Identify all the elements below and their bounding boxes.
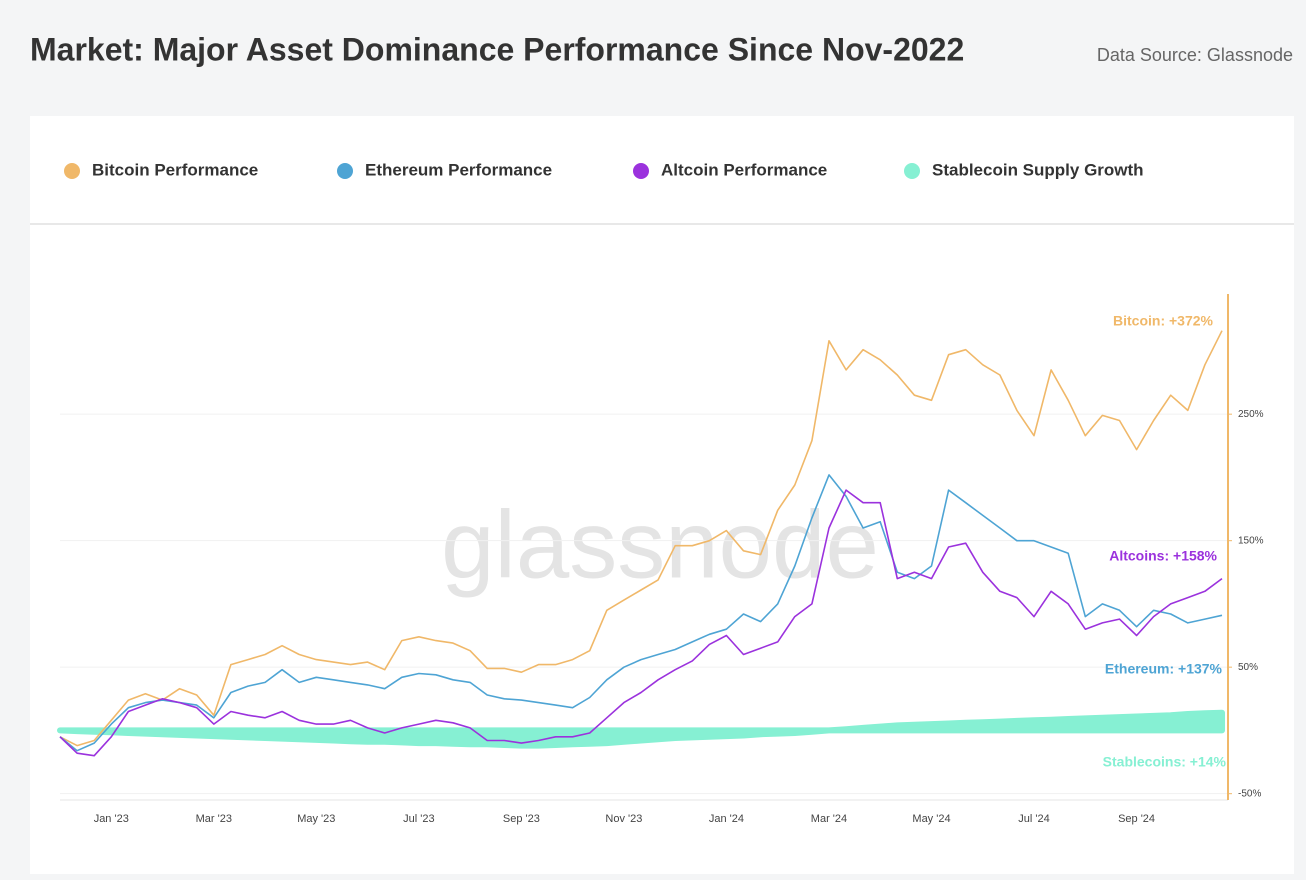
legend-label: Ethereum Performance [365, 160, 552, 179]
legend: Bitcoin Performance Ethereum Performance A… [64, 160, 1144, 179]
x-tick-label: Jan '23 [94, 813, 129, 825]
end-label: Stablecoins: +14% [1103, 754, 1227, 770]
end-label: Bitcoin: +372% [1113, 313, 1214, 329]
y-tick-label: -50% [1238, 788, 1261, 799]
x-tick-label: Jul '24 [1018, 813, 1049, 825]
x-tick-label: Jul '23 [403, 813, 434, 825]
legend-marker [64, 163, 80, 179]
chart-title: Market: Major Asset Dominance Performanc… [30, 31, 964, 67]
x-tick-label: Sep '23 [503, 813, 540, 825]
x-tick-label: Mar '23 [196, 813, 232, 825]
legend-marker [904, 163, 920, 179]
end-label: Ethereum: +137% [1105, 661, 1223, 677]
legend-label: Stablecoin Supply Growth [932, 160, 1144, 179]
series-line [59, 330, 1223, 747]
card [30, 116, 1294, 874]
x-tick-label: Nov '23 [605, 813, 642, 825]
y-tick-label: 50% [1238, 662, 1258, 673]
legend-label: Altcoin Performance [661, 160, 827, 179]
y-tick-label: 250% [1238, 409, 1264, 420]
x-tick-label: Mar '24 [811, 813, 847, 825]
y-tick-label: 150% [1238, 535, 1264, 546]
legend-marker [633, 163, 649, 179]
series-line [59, 489, 1223, 757]
x-tick-label: May '24 [912, 813, 950, 825]
series-area [57, 709, 1225, 749]
series-line [59, 474, 1223, 752]
end-label: Altcoins: +158% [1109, 548, 1217, 564]
legend-label: Bitcoin Performance [92, 160, 258, 179]
x-tick-label: Sep '24 [1118, 813, 1155, 825]
x-tick-label: Jan '24 [709, 813, 744, 825]
legend-marker [337, 163, 353, 179]
watermark: glassnode [441, 491, 879, 598]
plot: -50% 50% 150% 250% Jan '23 Mar '23 May '23 Jul … [57, 294, 1264, 825]
x-tick-label: May '23 [297, 813, 335, 825]
data-source: Data Source: Glassnode [1097, 45, 1293, 65]
